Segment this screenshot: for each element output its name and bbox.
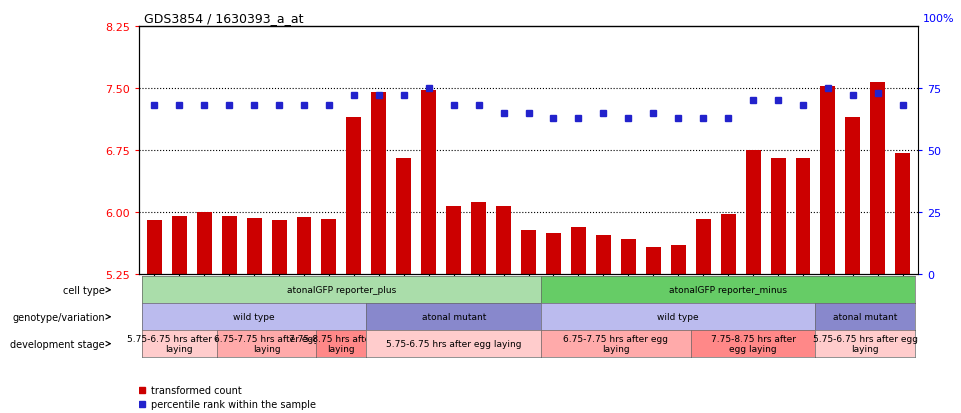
Bar (596, 236, 611, 275)
Bar (272, 220, 286, 275)
Text: atonalGFP reporter_minus: atonalGFP reporter_minus (669, 286, 787, 294)
Text: GDS3854 / 1630393_a_at: GDS3854 / 1630393_a_at (144, 12, 304, 25)
Bar (471, 203, 486, 275)
Text: wild type: wild type (657, 313, 699, 321)
Text: 7.75-8.75 hrs after
egg laying: 7.75-8.75 hrs after egg laying (710, 334, 796, 354)
Bar (371, 93, 386, 275)
Text: atonal mutant: atonal mutant (422, 313, 486, 321)
Bar (546, 233, 561, 275)
Bar (571, 228, 586, 275)
Bar (621, 239, 636, 275)
Text: 7.75-8.75 hrs after egg
laying: 7.75-8.75 hrs after egg laying (289, 334, 394, 354)
Text: transformed count: transformed count (151, 385, 242, 395)
Bar (721, 214, 735, 275)
Bar (871, 83, 885, 275)
Text: atonal mutant: atonal mutant (833, 313, 898, 321)
Text: 6.75-7.75 hrs after egg
laying: 6.75-7.75 hrs after egg laying (214, 334, 319, 354)
Bar (846, 118, 860, 275)
Bar (646, 247, 661, 275)
Bar (222, 217, 236, 275)
Bar (821, 87, 835, 275)
Bar (421, 90, 436, 275)
Bar (322, 219, 336, 275)
Text: 100%: 100% (924, 14, 955, 24)
Text: atonalGFP reporter_plus: atonalGFP reporter_plus (286, 286, 396, 294)
Text: genotype/variation: genotype/variation (12, 312, 105, 322)
Bar (346, 118, 361, 275)
Text: 5.75-6.75 hrs after egg laying: 5.75-6.75 hrs after egg laying (386, 339, 522, 348)
Bar (297, 218, 311, 275)
Text: 5.75-6.75 hrs after egg
laying: 5.75-6.75 hrs after egg laying (813, 334, 918, 354)
Bar (247, 218, 261, 275)
Bar (396, 159, 411, 275)
Bar (696, 219, 711, 275)
Text: 6.75-7.75 hrs after egg
laying: 6.75-7.75 hrs after egg laying (563, 334, 668, 354)
Text: development stage: development stage (11, 339, 105, 349)
Bar (521, 231, 536, 275)
Bar (197, 213, 211, 275)
Bar (796, 159, 810, 275)
Bar (896, 153, 910, 275)
Bar (147, 221, 161, 275)
Bar (671, 246, 686, 275)
Bar (446, 206, 461, 275)
Text: percentile rank within the sample: percentile rank within the sample (151, 399, 316, 409)
Bar (771, 159, 785, 275)
Bar (172, 217, 186, 275)
Text: cell type: cell type (63, 285, 105, 295)
Bar (746, 151, 760, 275)
Bar (496, 207, 511, 275)
Text: 5.75-6.75 hrs after egg
laying: 5.75-6.75 hrs after egg laying (127, 334, 232, 354)
Text: wild type: wild type (234, 313, 275, 321)
